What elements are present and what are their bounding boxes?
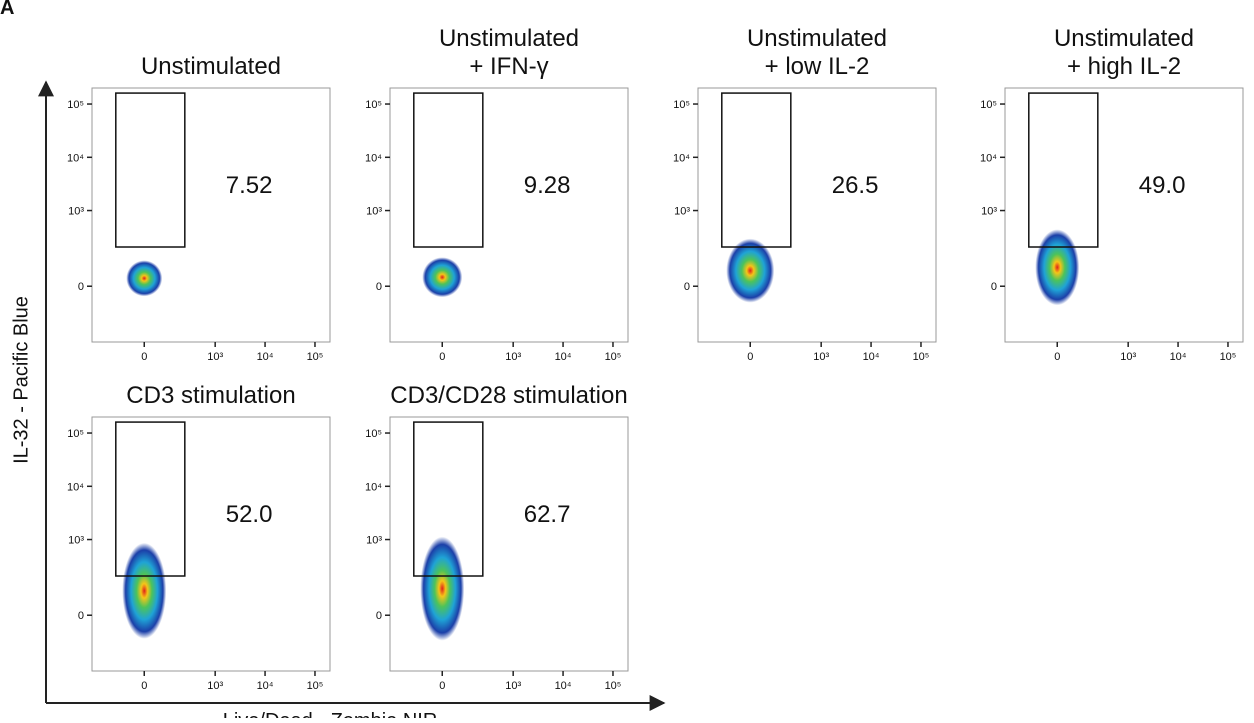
plot-frame: [389, 87, 629, 343]
density-cloud: [726, 238, 775, 303]
gate: [115, 92, 186, 248]
plot-frame: [91, 416, 331, 672]
y-tick-label: 10³: [366, 535, 382, 547]
y-tick-label: 10⁵: [67, 99, 84, 111]
x-tick-label: 10⁵: [913, 351, 930, 363]
y-tick-label: 0: [78, 281, 84, 293]
plot-frame: [1004, 87, 1244, 343]
x-tick-label: 10⁴: [555, 351, 572, 363]
panel-title: Unstimulated: [747, 25, 887, 52]
x-tick-label: 10³: [505, 351, 521, 363]
gate-value: 26.5: [832, 172, 879, 199]
x-tick-label: 10³: [1120, 351, 1136, 363]
x-tick-label: 0: [141, 351, 147, 363]
y-tick-label: 10⁴: [980, 152, 997, 164]
density-cloud: [126, 260, 163, 297]
y-tick-label: 0: [991, 281, 997, 293]
y-tick-label: 10⁴: [365, 481, 382, 493]
y-tick-label: 10⁵: [673, 99, 690, 111]
y-tick-label: 0: [376, 281, 382, 293]
x-axis-label: Live/Dead - Zombie NIR: [223, 710, 438, 718]
panel-letter: A: [0, 0, 14, 19]
x-tick-label: 10³: [505, 680, 521, 692]
panel-title: + high IL-2: [1067, 53, 1181, 80]
panel-title: Unstimulated: [1054, 25, 1194, 52]
y-tick-label: 10⁴: [67, 152, 84, 164]
panel-title: + low IL-2: [765, 53, 870, 80]
y-axis-label: IL-32 - Pacific Blue: [10, 296, 32, 464]
panel-title: CD3/CD28 stimulation: [390, 382, 627, 409]
x-tick-label: 10⁴: [257, 351, 274, 363]
x-tick-label: 0: [439, 351, 445, 363]
y-tick-label: 10³: [68, 206, 84, 218]
panel-title: + IFN-γ: [469, 53, 548, 80]
y-tick-label: 10⁵: [980, 99, 997, 111]
y-tick-label: 10⁴: [365, 152, 382, 164]
plot-frame: [697, 87, 937, 343]
gate: [115, 421, 186, 577]
x-tick-label: 10⁵: [1220, 351, 1237, 363]
x-tick-label: 10⁵: [307, 680, 324, 692]
y-tick-label: 10³: [674, 206, 690, 218]
y-tick-label: 0: [684, 281, 690, 293]
gate: [1028, 92, 1099, 248]
density-cloud: [420, 536, 465, 641]
gate-value: 7.52: [226, 172, 273, 199]
x-tick-label: 10⁴: [1170, 351, 1187, 363]
y-tick-label: 10⁴: [67, 481, 84, 493]
x-tick-label: 0: [747, 351, 753, 363]
y-tick-label: 0: [78, 610, 84, 622]
x-tick-label: 10⁴: [555, 680, 572, 692]
x-tick-label: 10⁵: [605, 351, 622, 363]
x-tick-label: 10³: [207, 351, 223, 363]
panel-title: Unstimulated: [141, 53, 281, 80]
y-tick-label: 10³: [68, 535, 84, 547]
x-tick-label: 0: [439, 680, 445, 692]
gate-value: 9.28: [524, 172, 571, 199]
plot-frame: [91, 87, 331, 343]
gate-value: 62.7: [524, 501, 571, 528]
x-tick-label: 10⁵: [605, 680, 622, 692]
gate-value: 49.0: [1139, 172, 1186, 199]
gate: [413, 92, 484, 248]
plot-frame: [389, 416, 629, 672]
y-tick-label: 10⁴: [673, 152, 690, 164]
density-cloud: [1035, 229, 1080, 306]
y-tick-label: 10³: [981, 206, 997, 218]
x-tick-label: 10⁵: [307, 351, 324, 363]
gate: [721, 92, 792, 248]
y-tick-label: 10⁵: [365, 99, 382, 111]
y-tick-label: 10³: [366, 206, 382, 218]
y-tick-label: 10⁵: [365, 428, 382, 440]
x-tick-label: 10⁴: [257, 680, 274, 692]
gate: [413, 421, 484, 577]
x-tick-label: 0: [141, 680, 147, 692]
panel-title: Unstimulated: [439, 25, 579, 52]
x-tick-label: 10³: [813, 351, 829, 363]
y-tick-label: 0: [376, 610, 382, 622]
x-tick-label: 10³: [207, 680, 223, 692]
panel-title: CD3 stimulation: [126, 382, 295, 409]
x-tick-label: 10⁴: [863, 351, 880, 363]
y-tick-label: 10⁵: [67, 428, 84, 440]
density-cloud: [122, 542, 167, 639]
density-cloud: [422, 257, 463, 298]
x-tick-label: 0: [1054, 351, 1060, 363]
gate-value: 52.0: [226, 501, 273, 528]
